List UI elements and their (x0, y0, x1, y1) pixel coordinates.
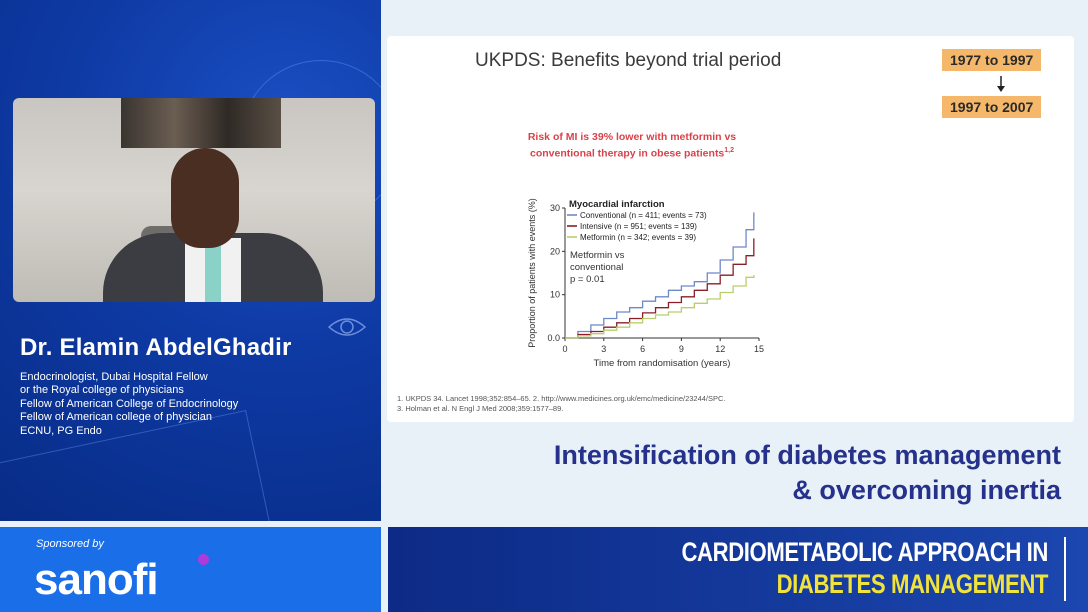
legend-label: Metformin (n = 342; events = 39) (580, 233, 696, 242)
sponsor-logo-dot (198, 554, 209, 565)
session-title-line: Intensification of diabetes management (553, 440, 1061, 470)
series-line (565, 275, 755, 339)
chart-note-line: conventional therapy in obese patients1,… (507, 144, 757, 161)
reference-line: 3. Holman et al. N Engl J Med 2008;359:1… (397, 404, 564, 413)
y-tick-label: 0.0 (547, 333, 560, 343)
x-tick-label: 12 (715, 344, 725, 354)
legend-label: Conventional (n = 411; events = 73) (580, 211, 707, 220)
arrow-down-icon (997, 76, 1005, 92)
event-divider (1064, 537, 1066, 601)
date-badge-top: 1977 to 1997 (942, 49, 1042, 71)
speaker-panel: Dr. Elamin AbdelGhadir Endocrinologist, … (0, 0, 381, 521)
x-tick-label: 9 (679, 344, 684, 354)
chart-annotation: conventional (570, 262, 623, 273)
event-banner: CARDIOMETABOLIC APPROACH IN DIABETES MAN… (388, 527, 1088, 612)
credential-line: Fellow of American College of Endocrinol… (20, 397, 239, 410)
y-tick-label: 20 (550, 246, 560, 256)
x-tick-label: 3 (601, 344, 606, 354)
x-axis-label: Time from randomisation (years) (594, 358, 731, 368)
speaker-name: Dr. Elamin AbdelGhadir (20, 334, 292, 361)
sponsor-label: Sponsored by (36, 538, 104, 550)
wall-painting (121, 98, 281, 148)
presentation-slide: UKPDS: Benefits beyond trial period 1977… (387, 36, 1074, 422)
legend-label: Intensive (n = 951; events = 139) (580, 222, 697, 231)
session-title-line: & overcoming inertia (792, 475, 1061, 505)
mi-chart: 0.0 10 20 30 0 3 6 9 12 15 Time from randomisation… (527, 198, 764, 368)
y-tick-label: 30 (550, 203, 560, 213)
chart-note-text: conventional therapy in obese patients (529, 147, 725, 160)
credential-line: Endocrinologist, Dubai Hospital Fellow (20, 371, 208, 383)
chart-annotation: Metformin vs (570, 250, 625, 261)
credential-line: Fellow of American college of physician (20, 411, 212, 424)
event-title-line2: DIABETES MANAGEMENT (776, 569, 1049, 599)
sponsor-logo: sanofi (34, 555, 159, 604)
series-line (565, 212, 755, 339)
reference-line: 1. UKPDS 34. Lancet 1998;352:854–65. 2. … (397, 394, 726, 403)
speaker-credentials: Endocrinologist, Dubai Hospital Fellow o… (20, 371, 238, 438)
chart-annotation: p = 0.01 (570, 274, 605, 285)
references: 1. UKPDS 34. Lancet 1998;352:854–65. 2. … (397, 394, 726, 414)
credential-line: ECNU, PG Endo (20, 424, 102, 437)
chart-title: Myocardial infarction (569, 199, 665, 210)
event-title-line1: CARDIOMETABOLIC APPROACH IN (681, 537, 1048, 567)
session-title: Intensification of diabetes management &… (554, 438, 1061, 508)
y-axis-label: Proportion of patients with events (%) (527, 198, 537, 348)
speaker-tie (205, 246, 221, 302)
x-tick-label: 15 (754, 344, 764, 354)
x-tick-label: 0 (562, 344, 567, 354)
credential-line: or the Royal college of physicians (20, 384, 184, 397)
chart-note-line: Risk of MI is 39% lower with metformin v… (527, 131, 737, 143)
speaker-video (13, 98, 375, 302)
chart-note: Risk of MI is 39% lower with metformin v… (507, 131, 757, 161)
x-tick-label: 6 (640, 344, 645, 354)
chart-note-superscript: 1,2 (724, 147, 735, 154)
y-tick-label: 10 (550, 290, 560, 300)
speaker-head (171, 148, 239, 248)
sponsor-bar: Sponsored by sanofi (0, 527, 381, 612)
eye-icon (327, 318, 367, 336)
slide-title: UKPDS: Benefits beyond trial period (475, 50, 782, 71)
date-badge-bottom: 1997 to 2007 (942, 96, 1042, 118)
